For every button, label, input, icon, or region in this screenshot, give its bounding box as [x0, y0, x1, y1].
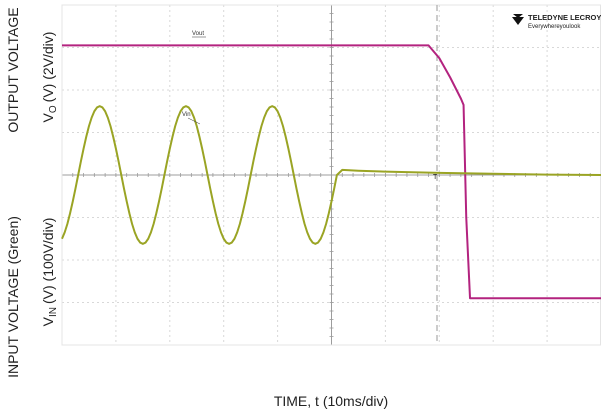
y2-subscript: IN [48, 307, 59, 317]
y-symbol: V [40, 112, 56, 122]
y2-unit: (V) (100V/div) [40, 218, 56, 304]
y2-symbol: V [40, 316, 56, 326]
logo-mark [512, 14, 524, 25]
y-unit: (V) (2V/div) [40, 32, 56, 103]
y2-axis-unit: VIN (V) (100V/div) [40, 218, 59, 327]
y-axis-title: OUTPUT VOLTAGE [5, 7, 21, 132]
y2-axis-title: INPUT VOLTAGE (Green) [5, 216, 21, 378]
brand-tagline: Everywhereyoulook [528, 24, 581, 30]
y-subscript: O [48, 105, 59, 113]
traces [61, 44, 601, 300]
x-axis-title: TIME, t (10ms/div) [274, 393, 388, 409]
trace-line [62, 44, 601, 300]
trace-annotation: Vin [182, 112, 191, 118]
brand-name: TELEDYNE LECROY [528, 13, 601, 22]
trace-annotation: Vout [192, 31, 204, 37]
brand-logo: TELEDYNE LECROY Everywhereyoulook [512, 13, 601, 30]
annotation-leader [187, 117, 201, 125]
trace-line [61, 105, 601, 245]
y-axis-unit: VO (V) (2V/div) [40, 32, 59, 123]
cursor-marker: T [433, 174, 438, 181]
